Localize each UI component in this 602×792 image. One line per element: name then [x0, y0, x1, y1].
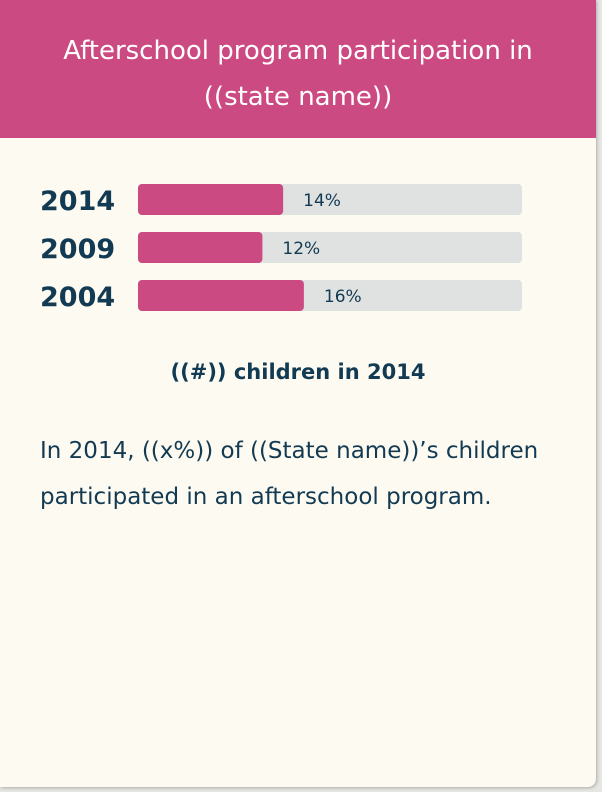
- bar-value-label-2014: 14%: [303, 191, 341, 211]
- bar-fill-2004: [138, 280, 304, 311]
- participation-description: In 2014, ((x%)) of ((State name))’s chil…: [40, 438, 539, 510]
- year-label-2004: 2004: [40, 282, 115, 313]
- bar-value-label-2009: 12%: [282, 239, 320, 259]
- children-count-subtitle: ((#)) children in 2014: [170, 360, 426, 384]
- card-header: Afterschool program participation in ((s…: [0, 0, 596, 138]
- year-label-2009: 2009: [40, 234, 115, 265]
- bar-fill-2014: [138, 184, 284, 215]
- card-title: Afterschool program participation in ((s…: [63, 36, 533, 112]
- participation-bar-chart: 2014 14% 2009 12% 2004 16%: [40, 184, 522, 313]
- bar-value-label-2004: 16%: [324, 287, 362, 307]
- bar-fill-2009: [138, 232, 263, 263]
- year-label-2014: 2014: [40, 186, 115, 217]
